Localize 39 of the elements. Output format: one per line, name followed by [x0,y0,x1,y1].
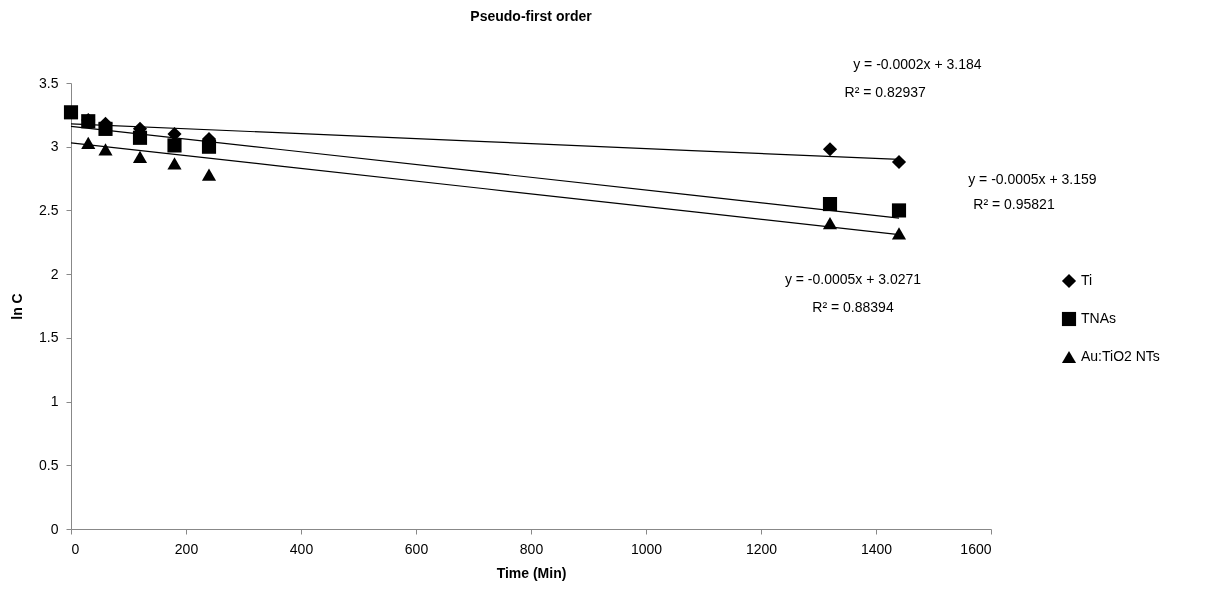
legend-label: Au:TiO2 NTs [1081,348,1160,364]
point [63,105,79,120]
y-tick-label: 0.5 [39,456,59,473]
annotation: R² = 0.82937 [844,84,927,100]
annotation: y = -0.0005x + 3.0271 [784,271,922,287]
y-tick-label: 3 [50,138,59,155]
legend-label: Ti [1081,272,1093,288]
y-tick-label: 2 [50,265,59,282]
point [891,203,907,218]
x-tick-label: 1600 [960,540,992,557]
legend-label: TNAs [1081,310,1116,326]
x-tick-label: 1000 [630,540,663,557]
y-axis-title: ln C [9,293,26,320]
point [167,138,182,153]
point [167,157,182,170]
text: y = -0.0002x + 3.184 [853,56,982,72]
y-tick-label: 1.5 [39,329,59,346]
point [201,168,217,181]
y-tick-label: 1 [50,393,59,410]
x-tick-label: 0 [71,540,80,557]
annotation: R² = 0.95821 [973,196,1055,212]
annotation: y = -0.0005x + 3.159 [968,171,1097,187]
x-tick-label: 600 [404,540,429,557]
point [822,196,838,212]
annotation: R² = 0.88394 [812,299,894,315]
chart-title: Pseudo-first order [470,8,593,24]
point [132,150,148,164]
y-tick-label: 2.5 [39,201,59,218]
x-axis-title: Time (Min) [496,564,567,581]
x-tick-label: 800 [519,540,544,557]
y-tick-label: 3.5 [39,74,59,91]
y-tick-label: 0 [50,520,59,537]
point [891,154,907,170]
x-tick-label: 400 [289,540,314,557]
point [132,130,148,145]
point [822,142,838,157]
x-tick-label: 1400 [860,540,893,557]
x-tick-label: 200 [174,540,199,557]
x-tick-label: 1200 [745,540,778,557]
